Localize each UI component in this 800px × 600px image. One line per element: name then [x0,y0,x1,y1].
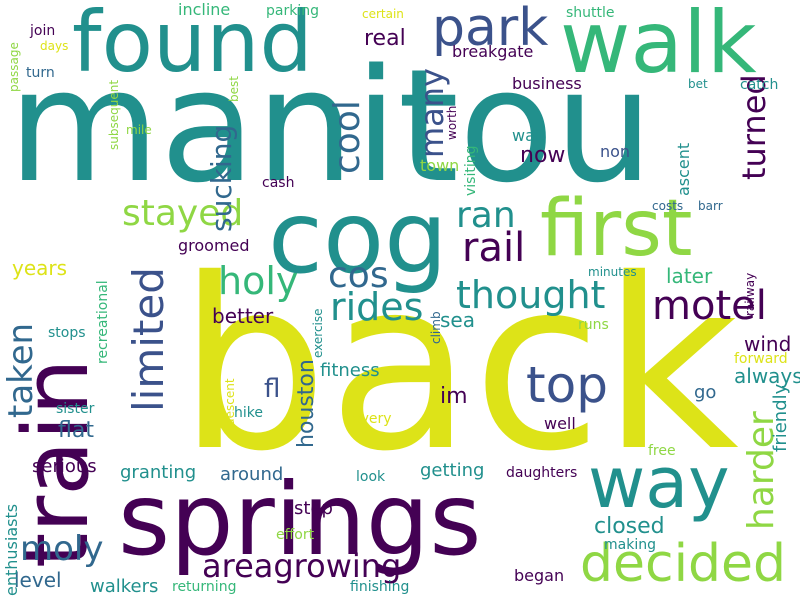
word-sister: sister [56,401,95,417]
word-ran: ran [456,195,516,236]
word-join: join [30,23,56,39]
word-walkers: walkers [90,576,159,597]
word-stayed: stayed [122,193,244,234]
word-passage: passage [7,42,21,92]
word-worth: worth [445,105,459,140]
word-level: level [14,568,62,592]
word-wait: wait [512,126,546,145]
word-subsequent: subsequent [107,79,121,150]
word-making: making [604,537,656,553]
word-manitou: manitou [8,35,654,217]
word-getting: getting [420,460,485,481]
word-cool: cool [327,100,368,174]
word-sucking: sucking [205,124,238,232]
word-groomed: groomed [178,236,250,255]
word-way: way [588,442,730,524]
word-mile: mile [126,123,152,137]
word-cog: cog [268,179,448,296]
word-around: around [220,464,284,485]
word-back: back [178,228,739,503]
word-motel: motel [652,283,767,329]
word-step: step [294,498,333,519]
word-town: town [420,156,460,175]
word-certain: certain [362,7,404,21]
word-years: years [12,256,68,280]
word-holy: holy [218,259,299,303]
word-catch: catch [740,77,779,93]
word-granting: granting [120,462,197,483]
word-cash: cash [262,175,295,191]
word-effort: effort [276,527,315,543]
word-hike: hike [234,405,263,421]
word-non: non [600,142,631,161]
word-railway: railway [743,272,757,316]
word-taken: taken [1,322,41,418]
word-barr: barr [698,199,723,213]
word-well: well [544,414,576,433]
word-costs: costs [652,199,684,213]
word-free: free [648,443,676,459]
word-always: always [734,364,800,388]
word-found: found [72,0,313,91]
word-limited: limited [124,267,173,412]
word-ascent: ascent [674,142,693,196]
word-enthusiasts: enthusiasts [2,503,21,596]
word-incline: incline [178,0,231,19]
word-now: now [520,143,566,168]
word-best: best [227,76,241,102]
word-forward: forward [734,351,788,367]
word-moly: moly [20,529,104,569]
word-rides: rides [330,285,424,329]
word-springs: springs [118,461,482,578]
word-areagrowing: areagrowing [202,547,402,585]
word-exercise: exercise [311,308,325,358]
word-rail: rail [462,225,526,271]
word-business: business [512,74,582,93]
word-better: better [212,304,274,328]
word-began: began [514,566,565,585]
word-friendly: friendly [770,383,791,452]
word-serious: serious [32,456,97,477]
word-park: park [432,0,549,58]
word-recreational: recreational [95,280,111,364]
word-walk: walk [560,0,757,93]
word-real: real [364,26,406,51]
word-fl: fl [264,374,281,404]
word-runs: runs [578,317,609,333]
word-returning: returning [172,579,237,595]
word-stops: stops [48,325,86,341]
word-top: top [526,356,608,414]
word-go: go [694,382,717,403]
word-thought: thought [456,273,606,317]
word-finishing: finishing [350,579,410,595]
word-descent: descent [223,378,237,426]
word-closed: closed [594,514,665,539]
word-cos: cos [328,255,389,296]
word-shuttle: shuttle [566,5,615,21]
word-first: first [540,184,693,274]
word-climb: climb [429,311,443,344]
word-minutes: minutes [588,265,637,279]
word-flat: flat [58,418,94,443]
word-sea: sea [440,308,475,332]
word-days: days [40,39,69,53]
word-breakgate: breakgate [452,42,534,61]
word-parking: parking [266,3,319,19]
word-fitness: fitness [320,360,380,381]
word-bet: bet [688,77,708,91]
word-later: later [666,264,713,288]
word-every: every [352,411,392,427]
word-many: many [413,68,451,158]
word-decided: decided [580,534,787,594]
word-turn: turn [26,65,55,81]
word-daughters: daughters [506,465,578,481]
word-visiting: visiting [463,145,479,197]
word-im: im [440,384,468,409]
word-wind: wind [744,332,792,356]
word-houston: houston [294,359,319,448]
word-look: look [356,469,386,485]
